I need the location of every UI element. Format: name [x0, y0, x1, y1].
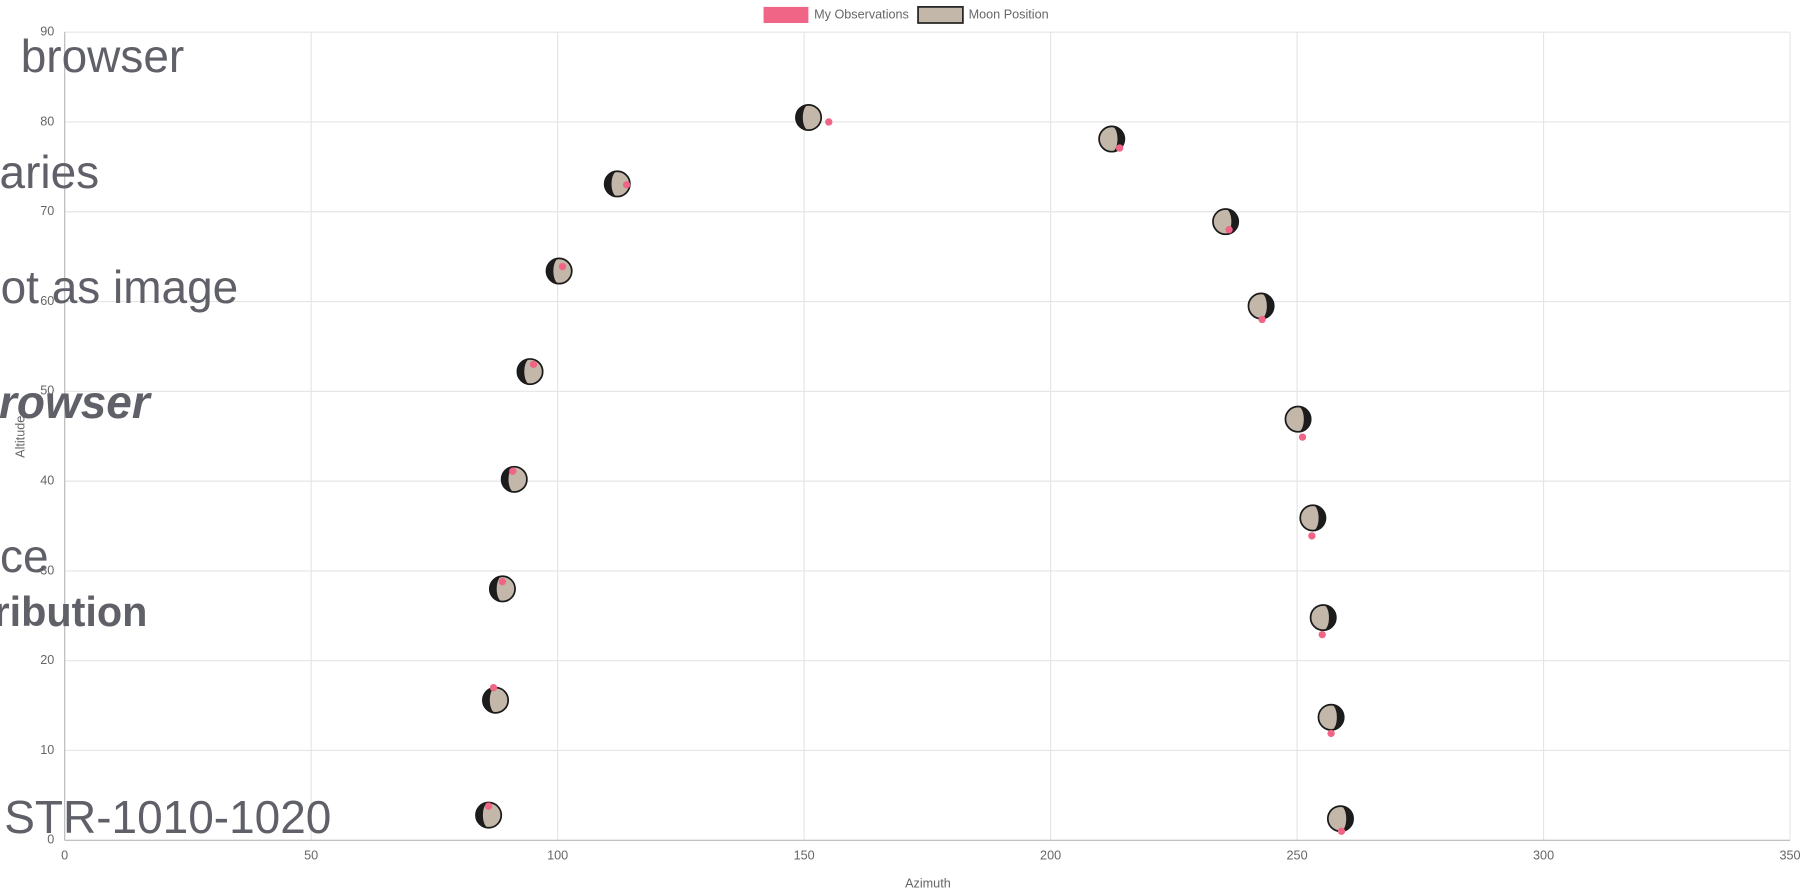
- overlay-text: rowser: [0, 376, 152, 428]
- y-tick-label: 70: [40, 204, 54, 218]
- moon-marker: [500, 465, 528, 493]
- overlay-text: browser: [21, 30, 185, 82]
- x-tick-label: 150: [794, 849, 815, 863]
- observation-point: [1318, 630, 1326, 639]
- y-tick-label: 10: [40, 743, 54, 757]
- moon-shadow: [1323, 604, 1336, 631]
- observation-point: [1308, 532, 1316, 540]
- y-tick-label: 40: [40, 473, 54, 487]
- observation-point: [1337, 827, 1346, 835]
- overlay-text: ribution: [0, 589, 147, 635]
- observation-point: [509, 467, 517, 475]
- y-tick-label: 20: [40, 653, 54, 667]
- observation-point: [558, 262, 567, 271]
- moon-shadow: [546, 258, 560, 284]
- y-tick-label: 30: [40, 563, 54, 577]
- moon-shadow: [1331, 704, 1344, 730]
- moon-marker: [1326, 805, 1354, 833]
- moon-marker: [482, 686, 510, 714]
- y-tick-label: 50: [40, 384, 54, 398]
- x-tick-label: 300: [1533, 849, 1554, 863]
- x-tick-label: 0: [61, 849, 68, 863]
- moon-shadow: [1298, 406, 1311, 432]
- x-tick-label: 350: [1780, 849, 1801, 863]
- x-axis-label: Azimuth: [905, 876, 951, 890]
- moon-shadow: [1261, 293, 1274, 319]
- observation-point: [1115, 144, 1124, 152]
- moon-shadow: [1340, 806, 1354, 832]
- moon-marker: [488, 575, 516, 603]
- moon-marker: [475, 801, 503, 829]
- observation-point: [484, 802, 493, 810]
- moon-marker: [545, 257, 573, 285]
- moon-marker: [516, 358, 544, 386]
- moon-marker: [1247, 292, 1275, 320]
- moon-shadow: [1312, 505, 1326, 531]
- moon-marker: [1284, 405, 1312, 433]
- x-tick-label: 50: [304, 849, 318, 863]
- observation-point: [489, 683, 498, 692]
- moon-marker: [795, 103, 823, 131]
- observation-point: [622, 181, 631, 189]
- moon-shadow: [604, 171, 618, 197]
- legend-label: Moon Position: [969, 7, 1049, 21]
- y-tick-label: 90: [40, 25, 54, 39]
- overlay-text: ce: [0, 530, 49, 582]
- x-tick-label: 200: [1040, 849, 1061, 863]
- moon-shadow: [1225, 208, 1239, 235]
- moon-marker: [1309, 604, 1337, 632]
- moon-shadow: [517, 358, 531, 385]
- observation-point: [1258, 315, 1266, 324]
- moon-shadow: [476, 802, 489, 828]
- x-tick-label: 100: [547, 849, 568, 863]
- overlay-text: aries: [0, 146, 99, 198]
- y-axis-label: Altitude: [13, 416, 27, 458]
- moon-shadow: [795, 104, 809, 131]
- legend-swatch: [917, 6, 964, 24]
- y-tick-label: 0: [47, 833, 54, 847]
- moon-marker: [1299, 504, 1327, 532]
- legend-label: My Observations: [814, 7, 909, 21]
- y-tick-label: 60: [40, 294, 54, 308]
- overlay-text: STR-1010-1020: [4, 791, 331, 843]
- overlay-text: ot as image: [1, 261, 239, 313]
- observation-point: [1327, 729, 1335, 738]
- y-tick-label: 80: [40, 114, 54, 128]
- observation-point: [825, 118, 833, 126]
- moon-shadow: [489, 576, 503, 602]
- x-tick-label: 250: [1287, 849, 1308, 863]
- moon-marker: [1317, 703, 1345, 731]
- observation-point: [1298, 433, 1307, 441]
- observation-point: [498, 578, 507, 586]
- moon-shadow: [482, 687, 496, 713]
- observation-point: [1225, 226, 1233, 234]
- legend-swatch: [763, 6, 809, 23]
- observation-point: [529, 360, 538, 369]
- moon-shadow: [501, 466, 515, 492]
